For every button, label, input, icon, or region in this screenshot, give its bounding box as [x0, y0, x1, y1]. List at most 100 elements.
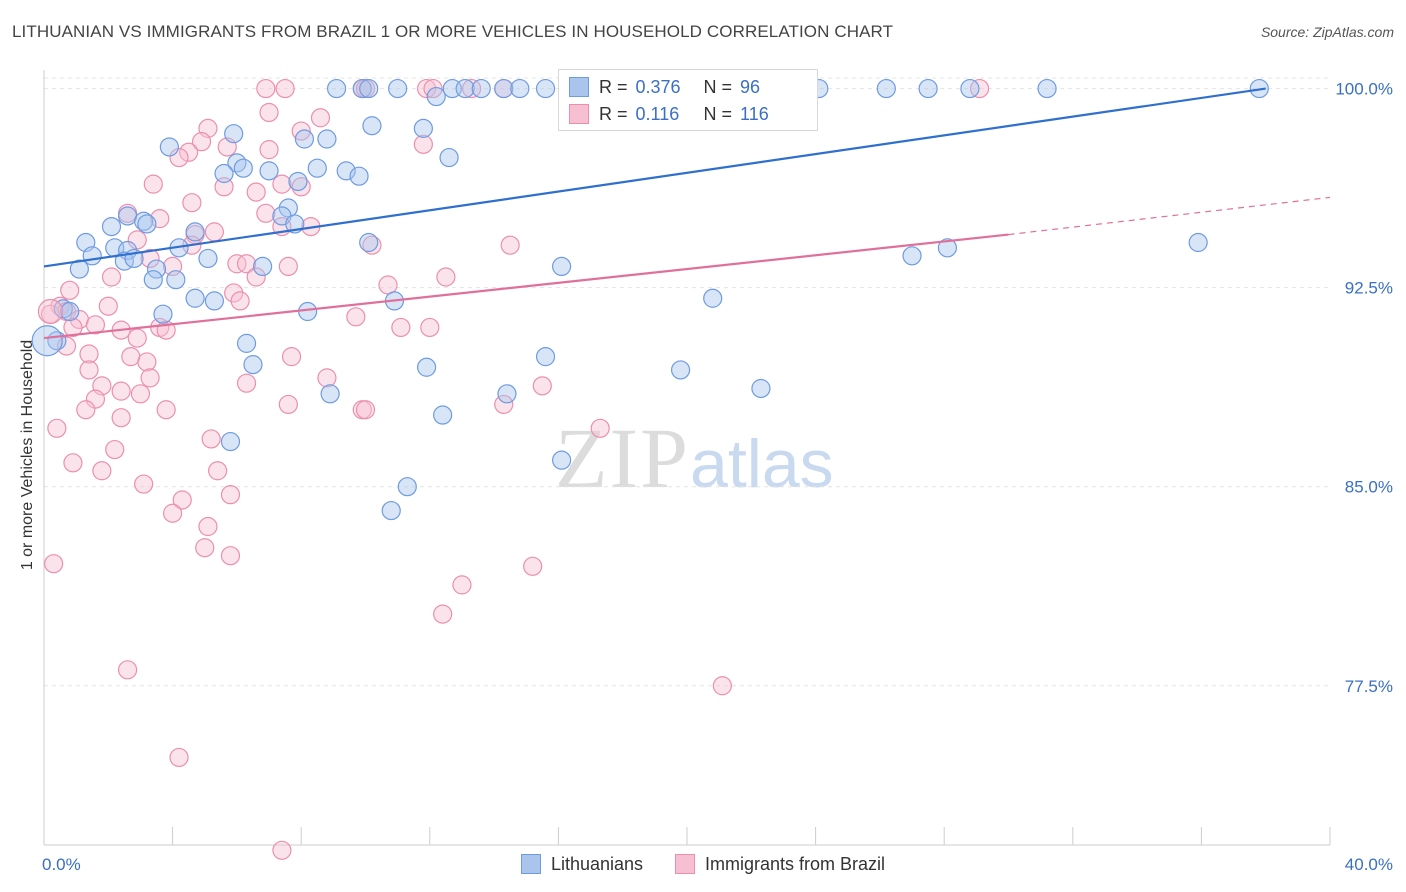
point-lithuanians: [185, 288, 205, 308]
point-lithuanians: [416, 357, 437, 377]
point-brazil: [156, 400, 176, 420]
n-label: N =: [703, 76, 733, 97]
point-brazil: [47, 418, 67, 438]
series-legend: Lithuanians Immigrants from Brazil: [0, 852, 1406, 876]
point-brazil: [590, 418, 610, 438]
point-brazil: [523, 556, 543, 576]
point-lithuanians: [388, 78, 408, 99]
point-brazil: [44, 554, 64, 574]
point-lithuanians: [117, 206, 138, 226]
point-brazil: [143, 174, 163, 194]
x-tick-label-max: 40.0%: [1345, 855, 1393, 874]
point-lithuanians: [352, 78, 372, 99]
trendline-lithuanians: [43, 87, 1266, 268]
point-brazil: [362, 235, 382, 255]
point-lithuanians: [253, 256, 273, 277]
point-brazil: [230, 291, 250, 311]
point-lithuanians: [317, 129, 337, 149]
point-brazil: [76, 400, 96, 420]
point-brazil: [172, 490, 192, 510]
point-lithuanians: [902, 246, 922, 266]
point-lithuanians: [455, 78, 475, 99]
point-brazil: [60, 280, 80, 300]
point-brazil: [98, 296, 118, 316]
legend-item-lithuanians[interactable]: Lithuanians: [520, 854, 643, 875]
point-brazil: [436, 267, 456, 287]
point-brazil: [85, 315, 106, 335]
point-brazil: [278, 394, 298, 415]
point-brazil: [191, 132, 212, 152]
stats-row-lithuanians: R = 0.376 N = 96: [569, 75, 760, 99]
point-brazil: [182, 193, 202, 213]
legend-item-brazil[interactable]: Immigrants from Brazil: [675, 854, 885, 875]
point-lithuanians: [510, 78, 530, 99]
point-lithuanians: [1037, 78, 1057, 99]
point-lithuanians: [497, 384, 517, 404]
point-brazil: [246, 182, 266, 202]
r-value-brazil: 0.116: [635, 103, 680, 124]
point-brazil: [281, 347, 302, 367]
trendline-brazil: [43, 233, 1009, 340]
point-brazil: [137, 352, 157, 372]
point-brazil: [117, 660, 138, 680]
point-lithuanians: [397, 477, 417, 497]
point-lithuanians: [494, 78, 514, 99]
point-lithuanians: [918, 78, 938, 99]
point-lithuanians: [153, 304, 173, 324]
point-lithuanians: [320, 384, 340, 404]
point-brazil: [712, 676, 732, 696]
point-lithuanians: [336, 161, 356, 181]
point-brazil: [969, 78, 990, 99]
point-brazil: [169, 747, 189, 768]
point-lithuanians: [362, 116, 382, 136]
point-lithuanians: [960, 78, 980, 99]
point-lithuanians: [937, 238, 958, 258]
point-lithuanians: [220, 431, 241, 452]
point-brazil: [201, 429, 221, 449]
point-lithuanians: [236, 333, 257, 353]
point-lithuanians: [876, 78, 896, 99]
point-brazil: [433, 604, 453, 624]
point-brazil: [111, 408, 131, 428]
point-brazil: [150, 209, 170, 229]
point-lithuanians: [224, 124, 244, 144]
point-lithuanians: [159, 137, 179, 157]
point-brazil: [278, 256, 298, 277]
point-brazil: [163, 503, 183, 523]
point-brazil: [236, 373, 257, 393]
point-lithuanians: [198, 248, 218, 269]
point-lithuanians: [1188, 232, 1208, 253]
point-lithuanians: [359, 232, 379, 253]
watermark-atlas: atlas: [690, 426, 834, 502]
point-lithuanians: [143, 270, 163, 290]
point-brazil: [291, 177, 311, 197]
point-brazil: [272, 174, 292, 194]
point-brazil: [378, 275, 398, 295]
point-brazil: [461, 78, 482, 99]
point-brazil: [214, 177, 234, 197]
point-brazil: [246, 267, 266, 287]
point-lithuanians: [307, 158, 327, 178]
point-brazil: [208, 461, 228, 481]
point-lithuanians: [288, 171, 308, 192]
point-brazil: [63, 453, 83, 473]
point-brazil: [259, 140, 279, 160]
point-brazil: [346, 307, 366, 327]
point-brazil: [224, 283, 244, 303]
point-lithuanians: [60, 301, 80, 322]
point-brazil: [500, 235, 520, 255]
point-brazil: [220, 485, 241, 505]
point-brazil: [140, 248, 160, 269]
point-brazil: [79, 344, 99, 364]
point-brazil: [140, 368, 160, 388]
point-brazil: [532, 376, 552, 396]
point-brazil: [413, 134, 433, 154]
n-value-brazil: 116: [740, 103, 769, 124]
brazil-legend-swatch: [675, 854, 696, 874]
point-brazil: [310, 108, 331, 128]
point-lithuanians: [359, 78, 379, 99]
point-brazil: [420, 317, 440, 338]
point-lithuanians: [703, 288, 723, 308]
point-lithuanians-large: [31, 325, 63, 357]
point-brazil: [198, 516, 218, 537]
